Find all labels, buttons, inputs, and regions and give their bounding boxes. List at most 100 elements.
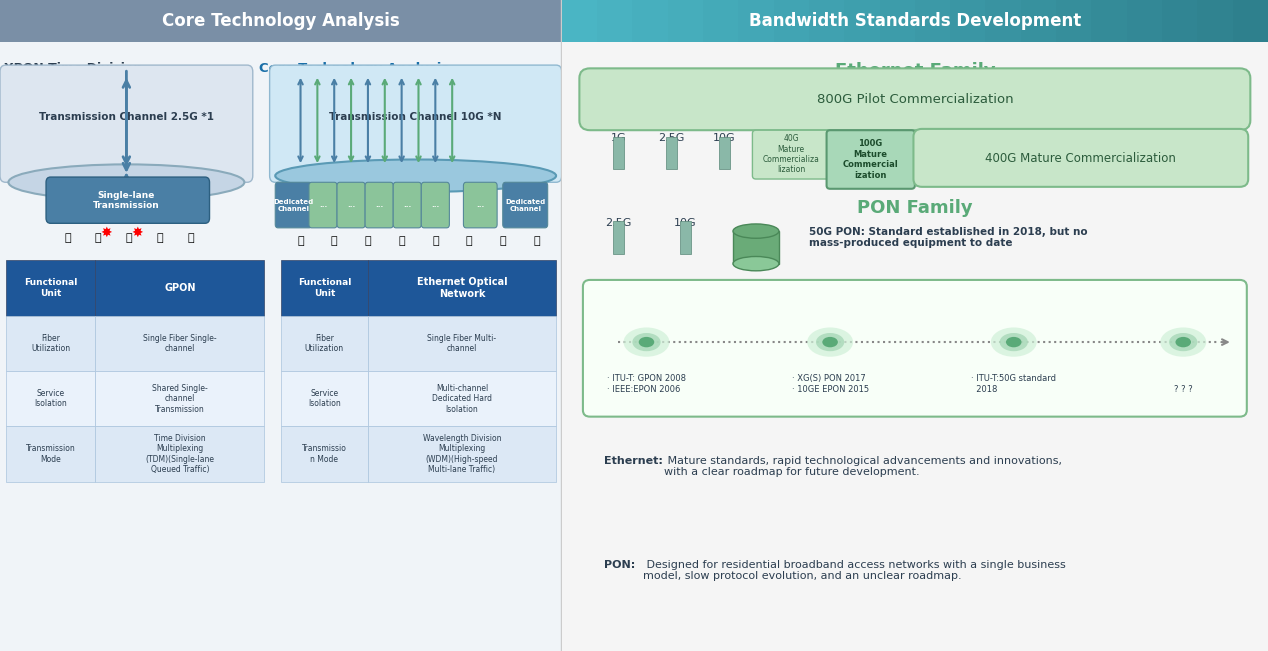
- FancyBboxPatch shape: [281, 316, 368, 371]
- FancyBboxPatch shape: [1127, 0, 1161, 42]
- Text: 2.5G: 2.5G: [658, 133, 685, 143]
- Text: 👤: 👤: [533, 236, 540, 246]
- Text: Dedicated
Channel: Dedicated Channel: [505, 199, 545, 212]
- FancyBboxPatch shape: [309, 182, 337, 228]
- Text: ...: ...: [375, 202, 383, 208]
- Text: Core Technology Analysis: Core Technology Analysis: [259, 62, 449, 75]
- FancyBboxPatch shape: [738, 0, 773, 42]
- FancyBboxPatch shape: [1021, 0, 1056, 42]
- FancyBboxPatch shape: [46, 177, 209, 223]
- Text: Fiber
Utilization: Fiber Utilization: [304, 334, 344, 353]
- FancyBboxPatch shape: [668, 0, 702, 42]
- Text: Fiber
Utilization: Fiber Utilization: [30, 334, 70, 353]
- Text: 👤: 👤: [297, 236, 304, 246]
- FancyBboxPatch shape: [1056, 0, 1092, 42]
- Ellipse shape: [999, 333, 1028, 351]
- FancyArrowPatch shape: [123, 81, 129, 163]
- FancyBboxPatch shape: [5, 426, 95, 482]
- FancyBboxPatch shape: [1092, 0, 1127, 42]
- FancyBboxPatch shape: [880, 0, 915, 42]
- FancyBboxPatch shape: [809, 0, 844, 42]
- FancyBboxPatch shape: [562, 0, 1268, 651]
- Ellipse shape: [733, 224, 779, 238]
- Text: Wavelength Division
Multiplexing
(WDM)(High-speed
Multi-lane Traffic): Wavelength Division Multiplexing (WDM)(H…: [422, 434, 501, 474]
- FancyBboxPatch shape: [368, 260, 557, 316]
- FancyBboxPatch shape: [1232, 0, 1268, 42]
- FancyArrowPatch shape: [332, 80, 336, 161]
- Text: PON:: PON:: [604, 560, 635, 570]
- FancyBboxPatch shape: [612, 137, 624, 169]
- FancyBboxPatch shape: [337, 182, 365, 228]
- FancyBboxPatch shape: [915, 0, 950, 42]
- FancyBboxPatch shape: [950, 0, 985, 42]
- Ellipse shape: [1006, 337, 1022, 348]
- Ellipse shape: [624, 327, 670, 357]
- FancyBboxPatch shape: [5, 260, 95, 316]
- Text: Transmissio
n Mode: Transmissio n Mode: [302, 445, 347, 464]
- FancyBboxPatch shape: [275, 182, 312, 228]
- Ellipse shape: [633, 333, 661, 351]
- Text: 400G Mature Commercialization: 400G Mature Commercialization: [985, 152, 1177, 165]
- FancyBboxPatch shape: [752, 130, 831, 179]
- FancyArrowPatch shape: [316, 80, 320, 161]
- Text: · ITU-T:50G standard
  2018: · ITU-T:50G standard 2018: [971, 374, 1056, 394]
- FancyBboxPatch shape: [463, 182, 497, 228]
- FancyArrowPatch shape: [298, 80, 303, 161]
- Text: Single Fiber Single-
channel: Single Fiber Single- channel: [143, 334, 217, 353]
- FancyBboxPatch shape: [270, 65, 562, 182]
- Text: Time Division
Multiplexing
(TDM)(Single-lane
Queued Traffic): Time Division Multiplexing (TDM)(Single-…: [146, 434, 214, 474]
- FancyBboxPatch shape: [368, 316, 557, 371]
- Text: ...: ...: [318, 202, 327, 208]
- FancyBboxPatch shape: [827, 130, 915, 189]
- Text: 👤: 👤: [432, 236, 439, 246]
- Ellipse shape: [990, 327, 1037, 357]
- FancyBboxPatch shape: [719, 137, 730, 169]
- Text: 👤: 👤: [126, 232, 133, 243]
- Text: XPON Time Division
Multiplexing (TDM): XPON Time Division Multiplexing (TDM): [4, 62, 142, 90]
- Text: Functional
Unit: Functional Unit: [24, 279, 77, 298]
- Text: ✸: ✸: [101, 225, 113, 240]
- Ellipse shape: [1169, 333, 1197, 351]
- Ellipse shape: [1175, 337, 1191, 348]
- Ellipse shape: [275, 159, 557, 192]
- Text: 1G: 1G: [610, 133, 626, 143]
- FancyBboxPatch shape: [421, 182, 449, 228]
- FancyBboxPatch shape: [393, 182, 421, 228]
- Text: ✸: ✸: [132, 225, 143, 240]
- Text: ...: ...: [477, 202, 484, 208]
- FancyBboxPatch shape: [0, 0, 562, 42]
- FancyBboxPatch shape: [633, 0, 668, 42]
- FancyBboxPatch shape: [733, 231, 779, 264]
- FancyBboxPatch shape: [368, 371, 557, 426]
- FancyBboxPatch shape: [502, 182, 548, 228]
- Ellipse shape: [733, 256, 779, 271]
- Text: Core Technology Analysis: Core Technology Analysis: [162, 12, 399, 31]
- Text: Ethernet:: Ethernet:: [604, 456, 663, 465]
- FancyBboxPatch shape: [773, 0, 809, 42]
- FancyBboxPatch shape: [666, 137, 677, 169]
- FancyBboxPatch shape: [1161, 0, 1197, 42]
- Ellipse shape: [1160, 327, 1206, 357]
- Text: 100G
Mature
Commercial
ization: 100G Mature Commercial ization: [842, 139, 898, 180]
- FancyBboxPatch shape: [95, 260, 264, 316]
- Ellipse shape: [808, 327, 853, 357]
- FancyBboxPatch shape: [5, 371, 95, 426]
- Text: ...: ...: [403, 202, 411, 208]
- Text: ? ? ?: ? ? ?: [1174, 385, 1193, 394]
- FancyArrowPatch shape: [383, 80, 387, 161]
- Text: 10G: 10G: [675, 218, 696, 228]
- FancyBboxPatch shape: [985, 0, 1021, 42]
- Text: 👤: 👤: [398, 236, 404, 246]
- Text: Transmission
Mode: Transmission Mode: [25, 445, 75, 464]
- Text: 👤: 👤: [65, 232, 71, 243]
- Text: ...: ...: [347, 202, 355, 208]
- FancyBboxPatch shape: [680, 221, 691, 254]
- Text: 40G
Mature
Commercializa
lization: 40G Mature Commercializa lization: [763, 134, 819, 174]
- FancyBboxPatch shape: [5, 316, 95, 371]
- FancyBboxPatch shape: [844, 0, 880, 42]
- Text: Bandwidth Standards Development: Bandwidth Standards Development: [748, 12, 1082, 31]
- Text: 👤: 👤: [157, 232, 164, 243]
- FancyBboxPatch shape: [612, 221, 624, 254]
- Text: Mature standards, rapid technological advancements and innovations,
with a clear: Mature standards, rapid technological ad…: [664, 456, 1063, 477]
- FancyBboxPatch shape: [95, 426, 264, 482]
